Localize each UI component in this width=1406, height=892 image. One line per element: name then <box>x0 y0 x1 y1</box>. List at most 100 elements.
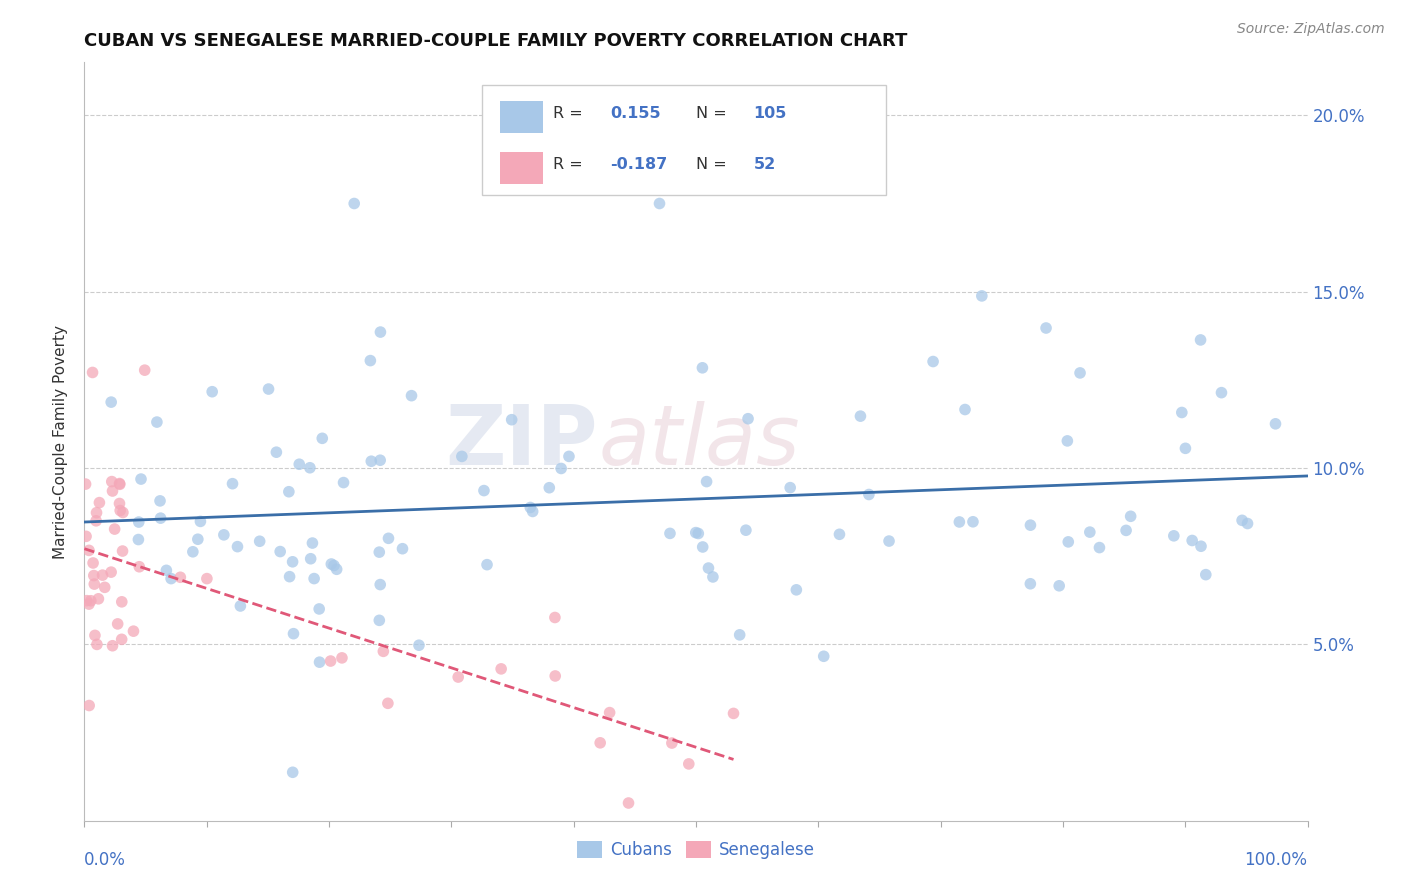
Point <box>343 196 366 211</box>
Point <box>83 577 105 591</box>
Point <box>149 511 172 525</box>
Point <box>401 389 423 403</box>
Point <box>359 353 381 368</box>
Point <box>89 495 111 509</box>
Point <box>702 570 724 584</box>
Point <box>1174 442 1197 456</box>
Point <box>111 544 134 558</box>
Point <box>538 481 561 495</box>
Legend: Cubans, Senegalese: Cubans, Senegalese <box>571 834 821 865</box>
Point <box>93 580 115 594</box>
Point <box>1264 417 1286 431</box>
Point <box>76 593 98 607</box>
Point <box>321 557 343 571</box>
Point <box>1181 533 1204 548</box>
Text: R =: R = <box>553 106 582 121</box>
Point <box>1163 529 1185 543</box>
Point <box>122 624 145 639</box>
Text: CUBAN VS SENEGALESE MARRIED-COUPLE FAMILY POVERTY CORRELATION CHART: CUBAN VS SENEGALESE MARRIED-COUPLE FAMIL… <box>84 32 908 50</box>
Point <box>111 632 134 647</box>
Point <box>377 696 399 710</box>
Point <box>301 536 323 550</box>
Point <box>813 649 835 664</box>
Point <box>101 639 124 653</box>
Point <box>599 706 621 720</box>
Point <box>108 477 131 491</box>
Text: 100.0%: 100.0% <box>1244 851 1308 869</box>
Point <box>108 496 131 510</box>
Point <box>84 628 107 642</box>
Point <box>77 543 100 558</box>
Point <box>195 572 218 586</box>
Point <box>368 545 391 559</box>
Text: ZIP: ZIP <box>446 401 598 482</box>
Point <box>1078 525 1101 540</box>
Point <box>319 654 342 668</box>
Point <box>100 395 122 409</box>
Text: N =: N = <box>696 106 727 121</box>
Point <box>558 450 581 464</box>
Point <box>368 613 391 627</box>
Point <box>1115 524 1137 538</box>
Point <box>298 460 321 475</box>
Point <box>128 515 150 529</box>
Point <box>1119 509 1142 524</box>
Point <box>332 475 354 490</box>
Point <box>489 662 512 676</box>
Point <box>1230 513 1253 527</box>
Point <box>1195 567 1218 582</box>
Point <box>160 572 183 586</box>
Point <box>201 384 224 399</box>
Point <box>100 565 122 579</box>
Point <box>368 577 391 591</box>
Point <box>129 472 152 486</box>
Point <box>1035 321 1057 335</box>
Point <box>1069 366 1091 380</box>
Point <box>728 628 751 642</box>
Point <box>589 736 612 750</box>
Point <box>83 568 105 582</box>
Point <box>308 655 330 669</box>
Point <box>155 563 177 577</box>
Point <box>299 551 322 566</box>
Point <box>111 506 134 520</box>
Point <box>111 595 134 609</box>
Point <box>108 476 131 491</box>
Point <box>75 477 97 491</box>
Point <box>269 544 291 558</box>
Point <box>127 533 149 547</box>
Point <box>696 475 718 489</box>
Point <box>77 698 100 713</box>
Point <box>80 593 103 607</box>
Text: 105: 105 <box>754 106 787 121</box>
Point <box>283 626 305 640</box>
Point <box>75 529 97 543</box>
Point <box>91 568 114 582</box>
Point <box>661 736 683 750</box>
Point <box>323 558 346 573</box>
Point <box>475 558 498 572</box>
Text: -0.187: -0.187 <box>610 157 668 172</box>
Point <box>221 476 243 491</box>
Point <box>962 515 984 529</box>
Text: 52: 52 <box>754 157 776 172</box>
Point <box>108 503 131 517</box>
Point <box>288 457 311 471</box>
Point <box>308 602 330 616</box>
Point <box>104 522 127 536</box>
Point <box>1189 333 1212 347</box>
Point <box>128 559 150 574</box>
Point <box>692 360 714 375</box>
Point <box>212 528 235 542</box>
Point <box>169 570 191 584</box>
Point <box>391 541 413 556</box>
Point <box>948 515 970 529</box>
Point <box>678 756 700 771</box>
Point <box>849 409 872 424</box>
Point <box>373 644 395 658</box>
Point <box>659 526 682 541</box>
Bar <box>501 152 543 184</box>
Point <box>107 616 129 631</box>
Point <box>617 796 640 810</box>
Point <box>134 363 156 377</box>
